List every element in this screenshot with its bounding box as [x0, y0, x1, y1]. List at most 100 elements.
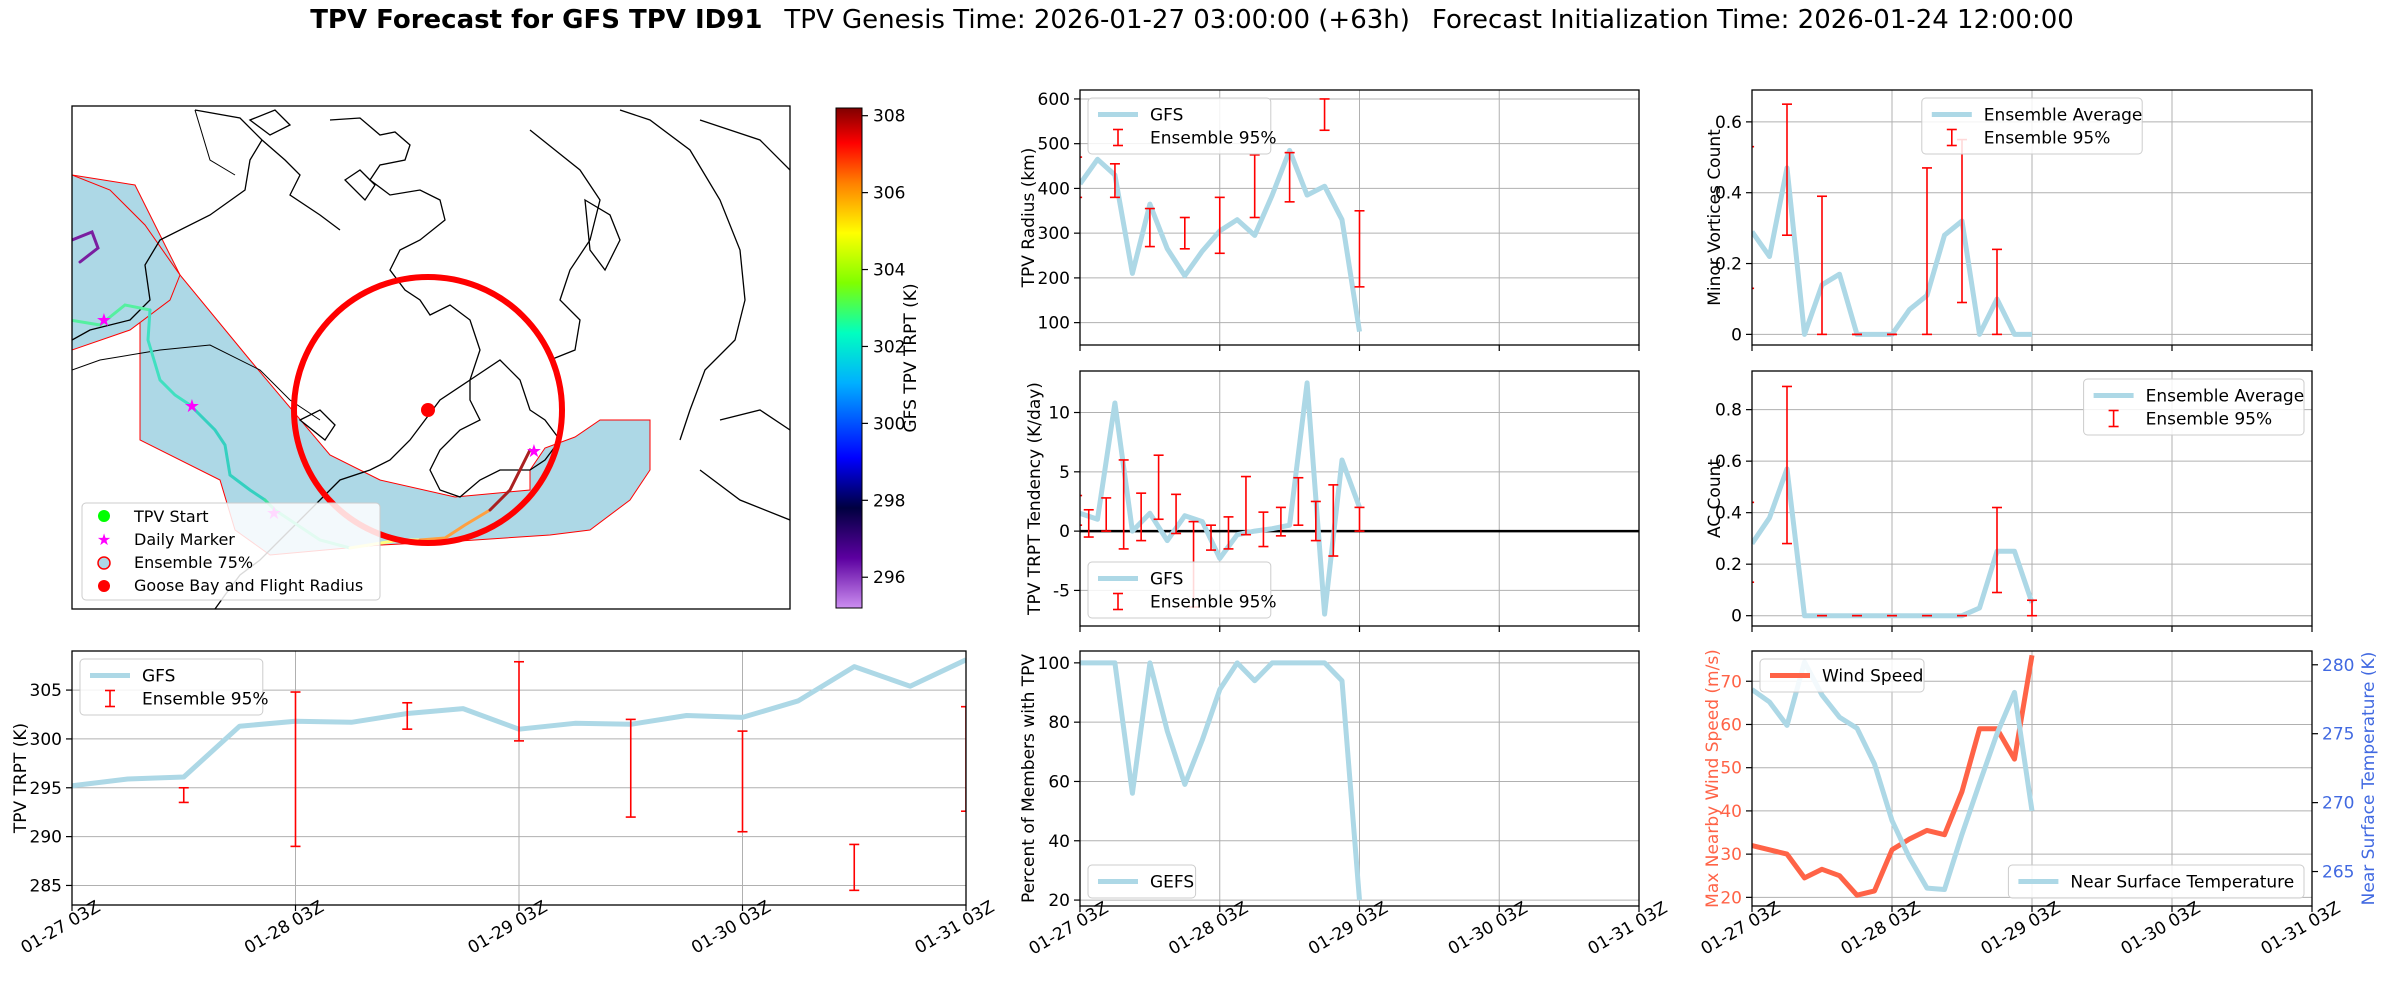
y-tick-label: 70 — [1720, 672, 1742, 692]
x-tick-label: 01-27 03Z — [18, 897, 104, 958]
colorbar-tick-label: 296 — [873, 568, 905, 588]
legend-label: Ensemble 95% — [1150, 593, 1277, 613]
daily-marker-icon: ★ — [96, 310, 112, 331]
x-tick-label: 01-28 03Z — [1165, 898, 1251, 959]
y-tick-label-right: 265 — [2322, 863, 2354, 883]
axes-frame — [71, 650, 967, 906]
y-tick-label: 300 — [30, 730, 62, 750]
x-tick-label: 01-29 03Z — [1978, 898, 2064, 959]
colorbar-tick-label: 308 — [873, 107, 905, 127]
y-tick-label: 0.6 — [1715, 452, 1742, 472]
x-tick-label: 01-28 03Z — [241, 897, 327, 958]
y-tick-label: -5 — [1053, 581, 1070, 601]
map-panel: ★ ★ ★ ★ TPV Start ★ Daily Marker Ensembl… — [71, 105, 921, 610]
y-tick-label: 60 — [1720, 715, 1742, 735]
errorbar — [1328, 484, 1339, 557]
y-axis-label: TPV TRPT (K) — [11, 723, 31, 834]
title-genesis: TPV Genesis Time: 2026-01-27 03:00:00 (+… — [784, 5, 1410, 35]
errorbar — [849, 843, 860, 892]
errorbar — [1214, 196, 1225, 255]
errorbar — [1992, 248, 2002, 336]
ensemble-75-icon — [97, 556, 111, 570]
y-tick-label: 60 — [1048, 772, 1070, 792]
errorbar — [1293, 476, 1304, 526]
legend-label: GEFS — [1150, 873, 1194, 893]
errorbar — [961, 705, 966, 813]
y-tick-label: 0 — [1731, 325, 1742, 345]
errorbar — [1817, 195, 1827, 336]
errorbar — [178, 786, 189, 804]
x-grid: 01-27 03Z 01-28 03Z 01-29 03Z 01-30 03Z 01-3… — [1026, 651, 1671, 959]
errorbar — [1354, 506, 1365, 532]
y-grid: 100 200 300 400 500 600 — [1038, 90, 1639, 334]
errorbar — [1354, 209, 1365, 288]
axes-frame — [1079, 89, 1640, 346]
y-tick-label: 40 — [1048, 832, 1070, 852]
chart-legend: Ensemble Average Ensemble 95% — [1921, 97, 2143, 155]
y-axis-label: TPV Radius (km) — [1019, 148, 1039, 289]
daily-marker-icon: ★ — [184, 396, 200, 417]
y-tick-label: 5 — [1059, 463, 1070, 483]
y-tick-label: 305 — [30, 681, 62, 701]
chart-legend: GFS Ensemble 95% — [1087, 561, 1277, 619]
x-tick-label: 01-28 03Z — [1838, 898, 1924, 959]
y-tick-label: 0.4 — [1715, 504, 1742, 524]
border-line — [194, 109, 236, 176]
series-line-0 — [1080, 380, 1362, 617]
legend-label: GFS — [1150, 570, 1183, 590]
x-tick-label: 01-30 03Z — [2118, 898, 2204, 959]
y-axis-label: AC Count — [1705, 459, 1725, 538]
colorbar-tick-label: 302 — [873, 337, 905, 357]
errorbar — [290, 691, 301, 848]
plot-area — [1080, 380, 1639, 617]
y-tick-label: 0.8 — [1715, 401, 1742, 421]
coastlines — [72, 109, 790, 609]
legend-label: Ensemble 95% — [1150, 129, 1277, 149]
chart-legend: GFS Ensemble 95% — [79, 658, 269, 716]
goose-bay-icon — [98, 580, 110, 592]
errorbar — [1275, 506, 1286, 537]
y-tick-label: 20 — [1720, 888, 1742, 908]
errorbar — [514, 660, 524, 742]
axes-frame — [1751, 89, 2313, 346]
plot-area — [1080, 660, 1362, 901]
y-tick-label-right: 275 — [2322, 725, 2354, 745]
y-tick-label: 0 — [1731, 607, 1742, 627]
chart-legend: Ensemble Average Ensemble 95% — [2083, 378, 2305, 436]
title-init: Forecast Initialization Time: 2026-01-24… — [1431, 5, 2074, 35]
y-tick-label: 10 — [1048, 404, 1070, 424]
map-legend: TPV Start ★ Daily Marker Ensemble 75% Go… — [81, 502, 381, 601]
errorbar — [2027, 599, 2037, 617]
plot-area — [1752, 103, 2032, 337]
axes-frame — [1751, 370, 2313, 627]
y-tick-label-right: 280 — [2322, 656, 2354, 676]
y-tick-label: 100 — [1038, 314, 1070, 334]
title-bold: TPV Forecast for GFS TPV ID91 — [310, 5, 763, 35]
ensemble-75-region — [72, 174, 181, 351]
errorbar — [1319, 98, 1330, 132]
errorbar — [1992, 506, 2002, 594]
chart-legend: Near Surface Temperature — [2007, 864, 2305, 899]
chart-radius: 100 200 300 400 500 600 TPV Radius (km) GFS Ense… — [1019, 89, 1640, 351]
errorbar — [1171, 493, 1182, 535]
y-tick-label: 200 — [1038, 269, 1070, 289]
legend-frame — [1759, 658, 1925, 693]
chart-percent: 01-27 03Z 01-28 03Z 01-29 03Z 01-30 03Z 01-3… — [1019, 650, 1671, 959]
y-tick-label: 295 — [30, 779, 62, 799]
x-tick-label: 01-31 03Z — [2258, 898, 2344, 959]
y-tick-label: 0.6 — [1715, 113, 1742, 133]
errorbar — [1118, 459, 1129, 550]
y-tick-label: 400 — [1038, 179, 1070, 199]
plot-area — [72, 657, 966, 892]
legend-frame — [1087, 864, 1197, 899]
errorbar — [1782, 103, 1792, 237]
errorbar — [1136, 492, 1147, 542]
x-tick-label: 01-29 03Z — [1305, 898, 1391, 959]
ensemble-75-region — [72, 174, 651, 556]
chart-legend: GFS Ensemble 95% — [1087, 97, 1277, 155]
legend-frame — [2083, 378, 2305, 436]
legend-label: Near Surface Temperature — [2070, 873, 2294, 893]
